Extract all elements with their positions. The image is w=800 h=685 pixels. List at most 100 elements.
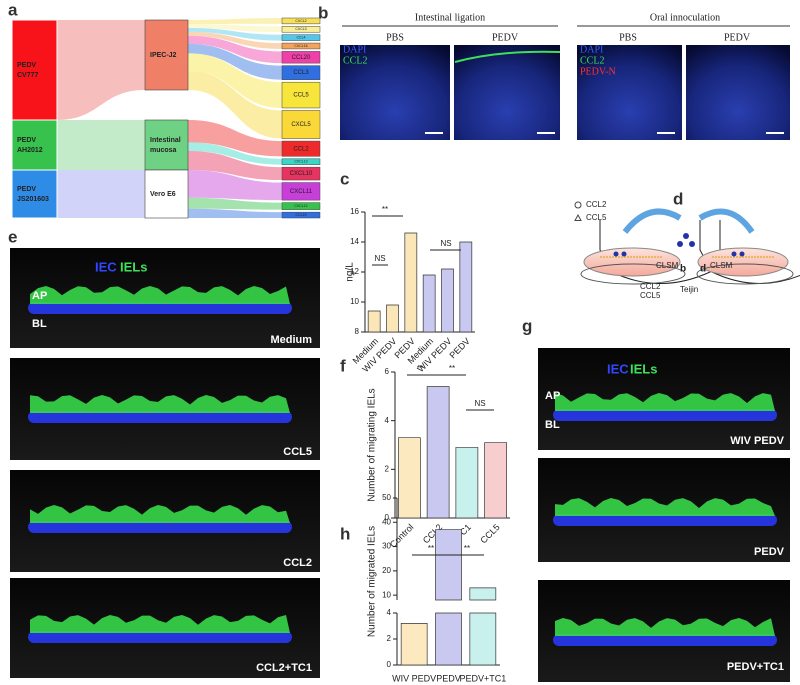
column-label: PBS <box>386 32 404 43</box>
flow <box>188 197 282 210</box>
cell <box>613 251 619 257</box>
flow <box>188 70 282 139</box>
sankey: PEDV CV777 PEDV AH2012 PEDV JS201603 IPEC-J2 In… <box>11 17 321 219</box>
y-tick-label: 0 <box>387 660 392 669</box>
gene-node <box>281 81 321 109</box>
condition-label: Medium <box>270 334 312 346</box>
y-axis-label: Number of migrated IELs <box>367 526 378 637</box>
micrograph <box>340 45 450 140</box>
bar <box>400 623 428 666</box>
node-label: CCL3 <box>293 70 309 76</box>
y-tick-label: 30 <box>382 542 391 551</box>
node-label: CXCL5 <box>291 122 311 128</box>
gene-node <box>281 211 321 219</box>
micrograph <box>686 45 790 140</box>
condition-label: CCL2+TC1 <box>256 662 312 674</box>
micrograph <box>577 45 682 140</box>
panel-label: c <box>340 169 349 188</box>
node-label: CCL19 <box>296 213 307 217</box>
flow <box>188 23 282 33</box>
panel-e: IEC IELs AP BL Medium CCL5 CCL2 CCL2+TC1 <box>10 248 320 678</box>
bar <box>484 442 507 519</box>
y-tick-label: 10 <box>382 590 391 599</box>
node-label: PEDV <box>17 186 36 193</box>
significance-label: ** <box>449 364 455 373</box>
panel-label: e <box>8 227 17 246</box>
diagram-label: CCL5 <box>640 291 661 300</box>
x-tick-label: PEDV <box>436 673 461 683</box>
panel-label: h <box>340 524 350 543</box>
y-tick-label: 4 <box>385 416 390 425</box>
iel-layer <box>30 286 290 304</box>
y-tick-label: 40 <box>382 517 391 526</box>
flow <box>188 53 282 108</box>
bar <box>441 268 454 333</box>
gene-node <box>281 182 321 201</box>
y-tick-label: 50 <box>382 493 391 502</box>
gene-node <box>281 42 321 50</box>
bar <box>455 447 479 519</box>
column-label: PEDV <box>492 32 519 43</box>
node-label: IPEC-J2 <box>150 52 177 59</box>
node-label: CCL2 <box>293 146 309 152</box>
legend-label: CCL5 <box>586 213 607 222</box>
iec-layer <box>553 409 777 421</box>
y-tick-label: 0 <box>385 513 390 522</box>
panel-label: g <box>522 316 532 335</box>
flow <box>188 18 282 24</box>
iel-layer <box>30 505 290 523</box>
iel-layer <box>555 393 775 411</box>
panel-b: Intestinal ligation Oral innoculation PB… <box>340 12 790 140</box>
well <box>583 247 681 277</box>
legend-marker <box>574 201 582 209</box>
gene-node <box>281 110 321 139</box>
bar <box>435 529 462 666</box>
flow <box>188 31 282 49</box>
cell <box>677 241 683 247</box>
diagram-label: CCL2 <box>640 282 661 291</box>
gene-node <box>281 158 321 165</box>
y-axis-label: Number of migrating IELs <box>367 388 378 501</box>
flow <box>188 142 282 165</box>
legend-label: IELs <box>120 259 147 274</box>
node-label: PEDV <box>17 137 36 144</box>
y-tick-label: 4 <box>387 608 392 617</box>
node-label: CCL5 <box>293 93 309 99</box>
iel-layer <box>555 498 775 516</box>
significance-label: ** <box>417 364 423 373</box>
node-label: CXCL10 <box>290 171 313 177</box>
stain-label: CCL2 <box>580 55 604 66</box>
y-tick-label: 14 <box>350 237 359 246</box>
y-tick-label: 20 <box>382 566 391 575</box>
legend-label: IEC <box>607 361 629 376</box>
gene-node <box>281 166 321 181</box>
x-tick-label: WIV PEDV <box>392 673 436 683</box>
x-tick-label: Control <box>388 522 416 550</box>
node-label: CCL20 <box>292 55 311 61</box>
panel-g: IEC IELs AP BL WIV PEDV PEDV PEDV+TC1 <box>538 348 790 682</box>
panel-label: a <box>8 0 18 19</box>
significance-label: ** <box>464 544 470 553</box>
flow <box>188 170 282 201</box>
flow <box>188 151 282 181</box>
diagram-label: d <box>700 264 706 275</box>
significance-label: NS <box>374 254 385 263</box>
iec-layer <box>28 521 292 533</box>
ccl2-signal <box>454 50 561 63</box>
group-label: Oral innoculation <box>650 12 720 23</box>
condition-label: CCL5 <box>283 446 312 458</box>
flow <box>188 208 282 218</box>
column-label: PBS <box>619 32 637 43</box>
gene-node <box>281 17 321 25</box>
source-node <box>11 169 58 219</box>
flow <box>57 120 145 170</box>
y-axis-label: ng/L <box>345 262 356 282</box>
cell <box>683 233 689 239</box>
node-label: CXCL3 <box>295 27 306 31</box>
legend-marker <box>574 213 582 221</box>
panel-label: f <box>340 356 346 375</box>
cell <box>731 251 737 257</box>
gene-node <box>281 140 321 157</box>
condition-label: PEDV <box>754 546 785 558</box>
